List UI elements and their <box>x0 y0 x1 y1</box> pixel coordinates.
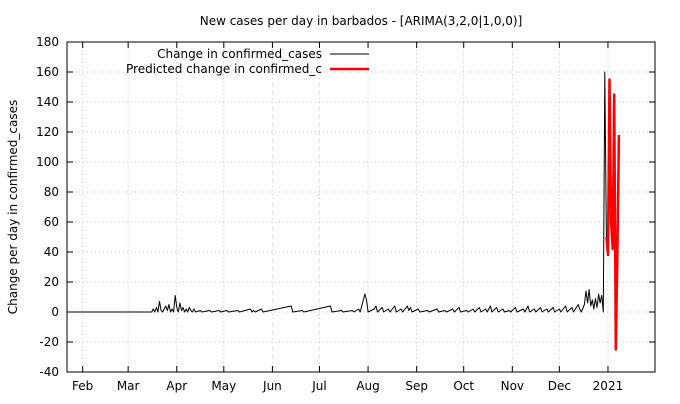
y-tick-label: 120 <box>36 125 59 139</box>
legend-label-1: Predicted change in confirmed_c <box>126 62 322 76</box>
x-tick-label: Mar <box>117 379 140 393</box>
chart-title: New cases per day in barbados - [ARIMA(3… <box>200 14 523 28</box>
y-tick-label: 40 <box>44 245 59 259</box>
y-tick-label: 0 <box>51 305 59 319</box>
x-tick-label: Oct <box>453 379 474 393</box>
grid <box>67 42 655 372</box>
y-tick-label: 140 <box>36 95 59 109</box>
y-axis-label: Change per day in confirmed_cases <box>6 100 20 315</box>
y-tick-label: -20 <box>39 335 59 349</box>
axis-ticks: -40 -20 0 20 40 60 80 100 120 140 160 180 Feb Mar Apr M… <box>36 35 655 393</box>
series-layer <box>67 71 621 351</box>
y-tick-label: 80 <box>44 185 59 199</box>
legend-label-0: Change in confirmed_cases <box>157 47 322 61</box>
y-tick-label: 100 <box>36 155 59 169</box>
y-tick-label: -40 <box>39 365 59 379</box>
x-tick-label: Aug <box>356 379 379 393</box>
x-tick-label: Apr <box>166 379 187 393</box>
y-tick-label: 60 <box>44 215 59 229</box>
y-tick-label: 180 <box>36 35 59 49</box>
x-tick-label: Nov <box>501 379 524 393</box>
x-tick-label: Sep <box>405 379 428 393</box>
x-tick-label: Jun <box>262 379 282 393</box>
y-tick-label: 160 <box>36 65 59 79</box>
y-tick-label: 20 <box>44 275 59 289</box>
x-tick-label: Dec <box>548 379 571 393</box>
series-line-0 <box>67 71 607 313</box>
legend: Change in confirmed_cases Predicted chan… <box>126 47 369 76</box>
x-tick-label: Feb <box>72 379 93 393</box>
plot-area-frame <box>66 41 656 373</box>
x-tick-label: May <box>211 379 236 393</box>
series-line-1 <box>605 78 621 351</box>
x-tick-label: Jul <box>311 379 326 393</box>
x-tick-label: 2021 <box>593 379 624 393</box>
